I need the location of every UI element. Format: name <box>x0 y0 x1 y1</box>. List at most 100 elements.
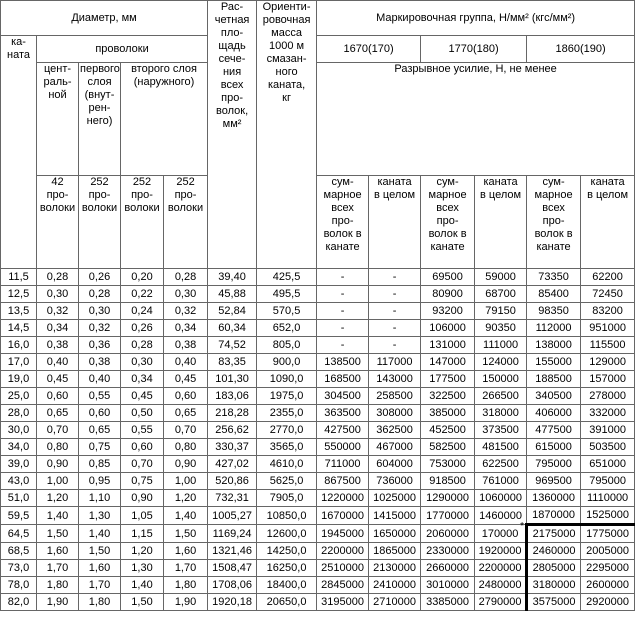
table-cell: 2060000 <box>420 524 476 543</box>
table-cell: 147000 <box>420 353 476 371</box>
table-cell: 0,30 <box>162 285 209 303</box>
table-cell: 969500 <box>526 472 582 490</box>
table-cell: 45,88 <box>207 285 258 303</box>
table-cell: 1,20 <box>162 489 209 507</box>
table-cell: 0,28 <box>78 285 121 303</box>
group-header: Маркировочная группа, Н/мм² (кгс/мм²) <box>316 0 636 36</box>
table-cell: 0,20 <box>120 268 164 286</box>
table-cell: - <box>316 302 370 320</box>
table-cell: 73,0 <box>0 559 37 577</box>
table-cell: 34,0 <box>0 438 37 456</box>
table-cell: 52,84 <box>207 302 258 320</box>
table-cell: 604000 <box>368 455 422 473</box>
table-cell: 406000 <box>526 404 582 422</box>
table-cell: 12,5 <box>0 285 37 303</box>
table-cell: 1870000 <box>526 506 582 525</box>
table-head: Диаметр, мм Рас- четная пло- щадь сече- … <box>0 0 636 269</box>
table-cell: 0,90 <box>162 455 209 473</box>
table-cell: - <box>316 268 370 286</box>
table-cell: - <box>316 319 370 337</box>
table-cell: 83200 <box>580 302 636 320</box>
table-cell: 16,0 <box>0 336 37 354</box>
table-cell: 59000 <box>474 268 528 286</box>
table-cell: 0,75 <box>120 472 164 490</box>
table-cell: 74,52 <box>207 336 258 354</box>
table-cell: 0,28 <box>120 336 164 354</box>
table-cell: 170000 * <box>474 521 528 543</box>
table-cell: 732,31 <box>207 489 258 507</box>
table-cell: 0,22 <box>120 285 164 303</box>
table-cell: 1,90 <box>162 593 209 611</box>
table-cell: 51,0 <box>0 489 37 507</box>
table-cell: 0,30 <box>120 353 164 371</box>
table-cell: 1,60 <box>162 542 209 560</box>
table-cell: 622500 <box>474 455 528 473</box>
table-cell: 138500 <box>316 353 370 371</box>
sub-header: каната в целом <box>580 175 636 269</box>
table-cell: 0,26 <box>78 268 121 286</box>
table-cell: 1,80 <box>162 576 209 594</box>
table-cell: 1,50 <box>120 593 164 611</box>
table-cell: 1975,0 <box>256 387 318 405</box>
table-cell: 0,50 <box>120 404 164 422</box>
table-cell: 918500 <box>420 472 476 490</box>
table-cell: 16250,0 <box>256 559 318 577</box>
table-cell: 304500 <box>316 387 370 405</box>
table-cell: 2770,0 <box>256 421 318 439</box>
group-value: 1670(170) <box>316 35 422 63</box>
table-cell: 1025000 <box>368 489 422 507</box>
table-cell: 427500 <box>316 421 370 439</box>
table-cell: 520,86 <box>207 472 258 490</box>
table-cell: 1,50 <box>78 542 121 560</box>
table-cell: 0,40 <box>162 353 209 371</box>
count-header: 42 про- волоки <box>36 175 79 269</box>
data-row: 12,5 0,30 0,28 0,22 0,30 45,88 495,5- -80900 687… <box>0 285 636 303</box>
table-cell: 1220000 <box>316 489 370 507</box>
table-cell: 2710000 <box>368 593 422 611</box>
table-cell: 2200000 <box>316 542 370 560</box>
mass-header: Ориенти- ровочная масса 1000 м смазан- н… <box>256 0 318 269</box>
table-cell: 278000 <box>580 387 636 405</box>
table-cell: 1920,18 <box>207 593 258 611</box>
table-cell: 1110000 <box>580 489 636 507</box>
data-row: 11,5 0,28 0,26 0,20 0,28 39,40 425,5- -69500 590… <box>0 268 636 286</box>
table-cell: 0,65 <box>78 421 121 439</box>
table-cell: 143000 <box>368 370 422 388</box>
data-row: 17,0 0,40 0,38 0,30 0,40 83,35 900,0 138500 1170… <box>0 353 636 371</box>
table-cell: 1,05 <box>120 506 164 525</box>
count-header: 252 про- волоки <box>78 175 121 269</box>
data-row: 19,0 0,45 0,40 0,34 0,45 101,30 1090,0 168500 14… <box>0 370 636 388</box>
table-cell: 59,5 <box>0 506 37 525</box>
table-cell: 2355,0 <box>256 404 318 422</box>
table-cell: - <box>368 302 422 320</box>
table-cell: 0,60 <box>78 404 121 422</box>
table-cell: 318000 <box>474 404 528 422</box>
table-cell: 1945000 <box>316 524 370 543</box>
data-row: 68,5 1,60 1,50 1,20 1,60 1321,46 14250,0 220000… <box>0 542 636 560</box>
table-cell: 106000 <box>420 319 476 337</box>
table-cell: 550000 <box>316 438 370 456</box>
table-cell: 0,85 <box>78 455 121 473</box>
data-row: 30,0 0,70 0,65 0,55 0,70 256,62 2770,0 427500 36… <box>0 421 636 439</box>
table-cell: 129000 <box>580 353 636 371</box>
table-cell: 62200 <box>580 268 636 286</box>
table-cell: 1,60 <box>36 542 79 560</box>
data-row: 64,5 1,50 1,40 1,15 1,50 1169,24 12600,0 194500… <box>0 521 636 543</box>
table-cell: 155000 <box>526 353 582 371</box>
table-cell: 795000 <box>526 455 582 473</box>
table-cell: 0,55 <box>120 421 164 439</box>
table-cell: 385000 <box>420 404 476 422</box>
table-cell: 795000 <box>580 472 636 490</box>
table-cell: 1090,0 <box>256 370 318 388</box>
table-cell: 60,34 <box>207 319 258 337</box>
note-mark: * <box>520 521 525 532</box>
table-cell: 1525000 <box>580 506 636 525</box>
table-cell: 2480000 <box>474 576 528 594</box>
table-cell: 2460000 <box>525 542 582 560</box>
table-cell: 64,5 <box>0 524 37 543</box>
table-cell: 0,40 <box>78 370 121 388</box>
table-cell: 1,40 <box>120 576 164 594</box>
table-cell: 753000 <box>420 455 476 473</box>
table-cell: 1,30 <box>78 506 121 525</box>
